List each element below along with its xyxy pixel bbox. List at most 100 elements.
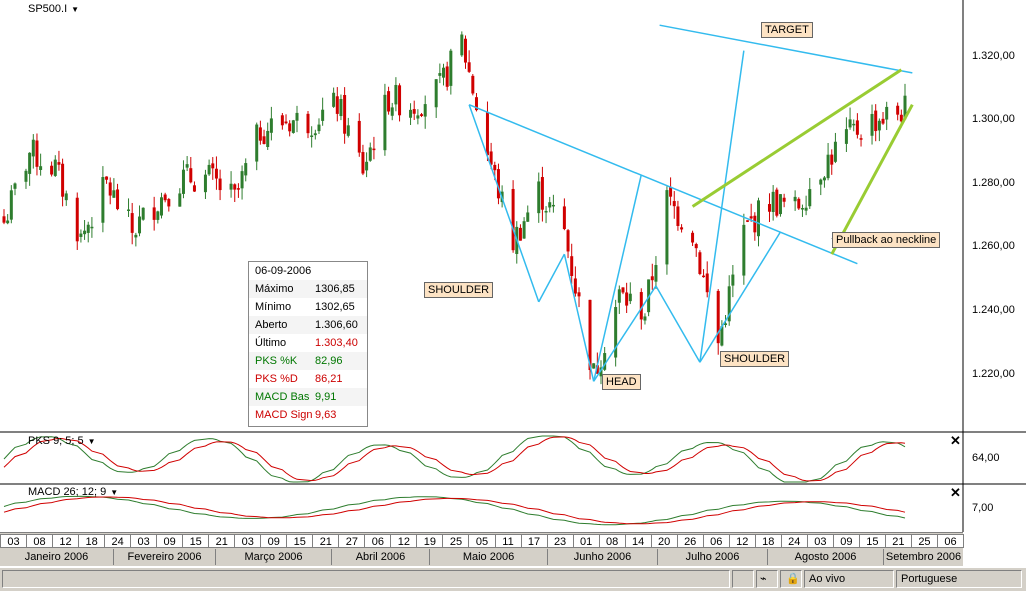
day-label: 26 xyxy=(676,534,704,548)
candle-body xyxy=(870,113,874,136)
day-label: 24 xyxy=(780,534,808,548)
candle-body xyxy=(159,197,163,216)
candle-body xyxy=(716,290,720,344)
candle-body xyxy=(357,120,361,153)
day-label: 08 xyxy=(598,534,626,548)
candle-body xyxy=(570,256,574,276)
candle-body xyxy=(819,179,823,185)
connection-icon[interactable]: ⌁ xyxy=(756,570,778,588)
info-date: 06-09-2006 xyxy=(255,265,312,277)
day-label: 15 xyxy=(858,534,886,548)
candle-body xyxy=(493,164,497,171)
candle-body xyxy=(218,178,222,191)
candle-body xyxy=(387,91,391,112)
candle-body xyxy=(775,189,779,216)
candle-body xyxy=(562,206,566,230)
candle-body xyxy=(691,232,695,243)
candle-body xyxy=(746,220,750,222)
shoulder-right-leg xyxy=(655,285,701,363)
candle-body xyxy=(474,97,478,111)
pks-panel-selector[interactable]: PKS 9; 5; 5 ▼ xyxy=(28,435,96,447)
live-status: Ao vivo xyxy=(804,570,894,588)
month-label: Abril 2006 xyxy=(332,549,430,565)
day-label: 25 xyxy=(910,534,938,548)
candle-body xyxy=(848,119,852,128)
candle-body xyxy=(332,92,336,107)
day-label: 01 xyxy=(572,534,600,548)
pks-panel-label: PKS 9; 5; 5 xyxy=(28,435,84,447)
candle-body xyxy=(398,85,402,116)
candle-body xyxy=(310,135,314,137)
candle-body xyxy=(35,140,39,167)
close-pks-panel-icon[interactable]: ✕ xyxy=(950,433,961,448)
candle-body xyxy=(672,201,676,207)
status-message xyxy=(2,570,730,588)
y-tick-label: 1.220,00 xyxy=(972,368,1015,380)
candle-body xyxy=(833,141,837,162)
candle-body xyxy=(628,293,632,302)
candle-body xyxy=(537,181,541,214)
info-label: PKS %D xyxy=(255,373,298,385)
candle-body xyxy=(138,216,142,234)
candle-body xyxy=(61,163,65,197)
candle-body xyxy=(64,193,68,201)
candle-body xyxy=(284,121,288,124)
month-label: Julho 2006 xyxy=(658,549,768,565)
candle-body xyxy=(288,123,292,132)
candle-body xyxy=(112,190,116,198)
candle-body xyxy=(855,120,859,135)
info-label: Aberto xyxy=(255,319,288,331)
shoulder-left-leg xyxy=(538,253,566,303)
candle-body xyxy=(269,118,273,133)
candle-body xyxy=(438,73,442,76)
info-label: MACD Sign xyxy=(255,409,313,421)
macd-panel-label: MACD 26; 12; 9 xyxy=(28,486,107,498)
candle-body xyxy=(203,174,207,193)
candle-body xyxy=(167,199,171,207)
candle-body xyxy=(108,182,112,196)
macd-panel-selector[interactable]: MACD 26; 12; 9 ▼ xyxy=(28,486,118,498)
info-value: 1302,65 xyxy=(315,301,355,313)
chevron-down-icon: ▼ xyxy=(87,437,96,446)
candle-body xyxy=(877,120,881,131)
y-tick-label: 1.280,00 xyxy=(972,177,1015,189)
candle-body xyxy=(130,213,134,233)
day-label: 15 xyxy=(182,534,210,548)
info-label: Mínimo xyxy=(255,301,292,313)
candle-body xyxy=(617,289,621,303)
candle-body xyxy=(207,164,211,175)
candle-body xyxy=(291,120,295,133)
candle-body xyxy=(588,299,592,371)
candle-body xyxy=(423,104,427,117)
candle-body xyxy=(53,159,57,176)
day-label: 03 xyxy=(806,534,834,548)
language-indicator: Portuguese xyxy=(896,570,1022,588)
y-tick-label: 1.240,00 xyxy=(972,304,1015,316)
shoulder-left-annotation: SHOULDER xyxy=(424,282,494,298)
candle-body xyxy=(544,210,548,213)
candle-body xyxy=(489,151,493,165)
candle-body xyxy=(192,185,196,192)
close-macd-panel-icon[interactable]: ✕ xyxy=(950,485,961,500)
day-label: 18 xyxy=(78,534,106,548)
info-row: Aberto 1.306,60 xyxy=(249,316,367,334)
candle-body xyxy=(116,189,120,210)
candle-body xyxy=(742,224,746,276)
symbol-selector[interactable]: SP500.I ▼ xyxy=(28,3,79,15)
candle-body xyxy=(727,286,731,322)
lock-icon[interactable]: 🔒 xyxy=(780,570,802,588)
info-row: MACD Bas 9,91 xyxy=(249,388,367,406)
candle-body xyxy=(874,110,878,132)
candle-body xyxy=(767,204,771,212)
candle-body xyxy=(189,168,193,183)
candle-body xyxy=(471,75,475,94)
candle-body xyxy=(79,233,83,237)
candle-body xyxy=(244,163,248,176)
candle-body xyxy=(365,161,369,171)
candle-body xyxy=(797,198,801,209)
candle-body xyxy=(416,115,420,119)
info-label: Máximo xyxy=(255,283,294,295)
month-label: Setembro 2006 xyxy=(885,551,962,563)
month-label: Fevereiro 2006 xyxy=(114,549,216,565)
